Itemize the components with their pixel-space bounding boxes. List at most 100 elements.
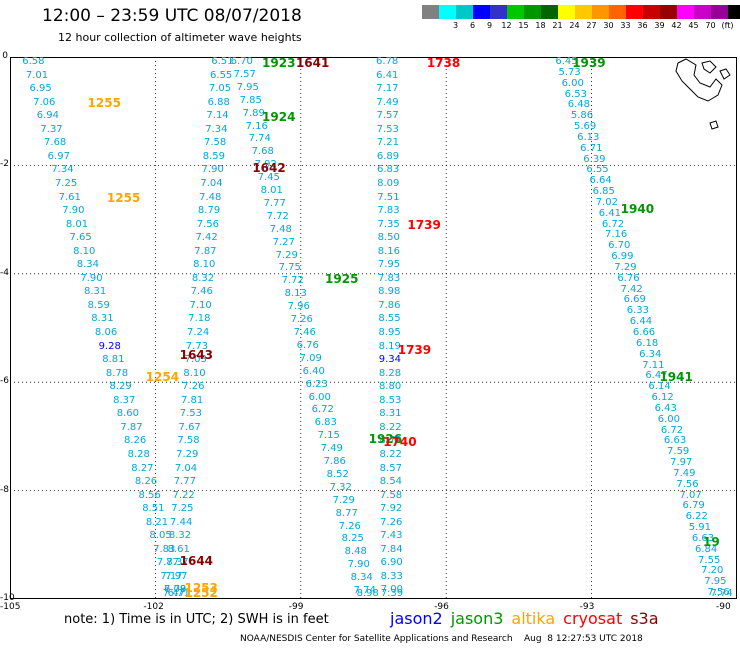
wave-height-value: 8.31 (84, 286, 107, 298)
color-swatch (609, 5, 626, 19)
color-scale-tick: 15 (518, 21, 529, 30)
wave-height-value: 6.84 (694, 543, 718, 555)
color-scale-tick: 12 (501, 21, 512, 30)
wave-height-value: 8.01 (65, 218, 89, 230)
wave-height-value: 8.37 (113, 394, 136, 406)
wave-height-value: 6.72 (601, 218, 625, 230)
island-coastline (719, 68, 731, 80)
island-coastline (675, 58, 723, 102)
color-swatch (558, 5, 575, 19)
wave-height-value: 7.17 (376, 83, 399, 95)
color-swatch (711, 5, 728, 19)
wave-height-value: 7.77 (156, 557, 179, 569)
pass-time-label: 1926 (368, 432, 403, 447)
color-scale-tick: 24 (569, 21, 580, 30)
wave-height-value: 7.83 (377, 272, 401, 284)
wave-height-value: 5.69 (573, 121, 597, 133)
color-scale-tick: 70 (705, 21, 716, 30)
wave-height-value: 6.78 (163, 584, 187, 596)
wave-height-value: 8.22 (379, 448, 402, 460)
wave-height-value: 8.13 (284, 288, 307, 300)
wave-height-value: 6.72 (311, 404, 334, 416)
wave-height-value: 8.98 (378, 286, 401, 298)
wave-height-value: 7.25 (171, 503, 194, 515)
wave-height-value: 8.27 (131, 462, 154, 474)
wave-height-value: 7.68 (251, 146, 274, 158)
wave-height-value: 8.95 (378, 327, 401, 338)
wave-height-value: 7.86 (378, 299, 401, 311)
color-scale-tick: 27 (586, 21, 597, 30)
wave-height-value: 7.87 (194, 245, 217, 257)
wave-height-value: 8.19 (378, 340, 401, 352)
wave-height-value: 6.71 (167, 588, 190, 599)
wave-height-value: 7.07 (679, 489, 702, 501)
wave-height-value: 7.90 (80, 272, 103, 284)
wave-height-value: 6.39 (583, 153, 606, 165)
wave-height-value: 7.44 (170, 516, 193, 528)
wave-height-value: 6.72 (660, 424, 684, 436)
satellite-legend: jason2 jason3 altika cryosat s3a (390, 609, 667, 628)
wave-height-value: 8.60 (116, 408, 139, 420)
wave-height-value: 6.22 (685, 511, 708, 523)
wave-height-value: 7.86 (323, 456, 346, 468)
wave-height-value: 7.58 (177, 435, 200, 447)
wave-height-value: 8.22 (379, 421, 402, 433)
wave-height-value: 6.45 (555, 56, 578, 67)
color-swatch (592, 5, 609, 19)
wave-height-value: 7.39 (380, 588, 404, 599)
wave-height-value: 7.42 (620, 283, 643, 295)
wave-height-value: 6.47 (645, 370, 668, 382)
wave-height-value: 6.41 (598, 207, 622, 219)
wave-height-value: 7.73 (185, 340, 209, 352)
wave-height-value: 7.11 (642, 359, 665, 371)
color-scale-tick: 39 (654, 21, 665, 30)
x-tick-label: -90 (716, 602, 731, 612)
color-scale-tick: 33 (620, 21, 631, 30)
wave-height-value: 8.59 (202, 150, 226, 162)
wave-height-value: 8.57 (379, 462, 402, 474)
color-scale-tick: 9 (486, 21, 493, 30)
wave-height-value: 8.01 (260, 185, 283, 197)
wave-height-value: 6.79 (682, 500, 705, 512)
wave-height-value: 7.72 (281, 275, 304, 287)
wave-height-value: 7.27 (272, 236, 295, 248)
x-tick-label: -99 (288, 602, 304, 612)
wave-height-value: 7.05 (208, 83, 232, 95)
wave-height-value: 8.54 (379, 476, 403, 488)
wave-height-value: 7.56 (707, 587, 730, 599)
wave-height-value: 7.24 (187, 327, 210, 338)
wave-height-value: 7.56 (676, 478, 699, 490)
wave-height-value: 7.95 (236, 81, 259, 93)
chart-subtitle: 12 hour collection of altimeter wave hei… (58, 31, 302, 44)
color-swatch (473, 5, 490, 19)
legend-entry: cryosat (563, 609, 623, 628)
wave-height-value: 6.48 (567, 99, 591, 111)
map-canvas (10, 57, 737, 599)
wave-height-value: 7.49 (320, 443, 343, 455)
wave-height-value: 7.53 (179, 408, 203, 420)
wave-height-value: 6.78 (376, 56, 399, 67)
wave-height-value: 7.87 (120, 421, 143, 433)
wave-height-value: 7.61 (58, 191, 81, 203)
wave-height-value: 7.74 (353, 585, 376, 597)
wave-height-value: 8.28 (127, 448, 150, 460)
wave-height-value: 9.34 (378, 354, 401, 366)
wave-height-value: 7.49 (376, 96, 399, 108)
wave-height-value: 6.83 (314, 417, 337, 429)
pass-time-label: 1738 (426, 56, 461, 70)
wave-height-value: 7.65 (69, 232, 92, 244)
wave-height-value: 7.42 (195, 232, 218, 244)
legend-entry: s3a (630, 609, 659, 628)
color-scale-bar (422, 5, 740, 19)
wave-height-value: 7.21 (376, 137, 400, 149)
color-swatch (677, 5, 694, 19)
wave-height-value: 7.59 (667, 446, 690, 458)
map-plot-area[interactable]: 6.58 7.01 6.95 7.06 6.94 7.37 7.68 6.97 7.34 7.25… (10, 57, 737, 599)
wave-height-value: 8.77 (335, 507, 358, 519)
wave-height-value: 6.34 (639, 348, 662, 360)
wave-height-value: 6.83 (377, 164, 400, 176)
wave-height-value: 6.55 (210, 69, 233, 81)
wave-height-value: 7.26 (380, 516, 403, 528)
wave-height-value: 7.37 (40, 123, 63, 135)
wave-height-value: 7.96 (287, 301, 310, 313)
